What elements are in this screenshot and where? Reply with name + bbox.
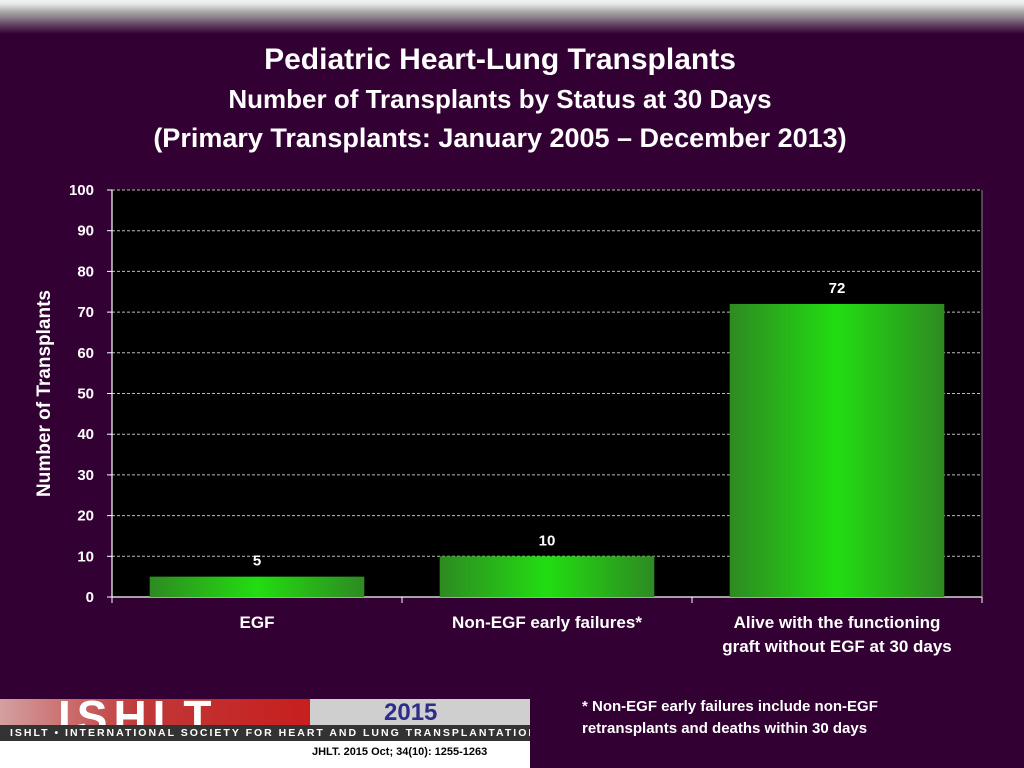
logo-citation: JHLT. 2015 Oct; 34(10): 1255-1263 — [312, 746, 488, 758]
bar — [439, 556, 655, 597]
y-tick-label: 20 — [77, 508, 94, 525]
y-tick-label: 70 — [77, 304, 94, 321]
y-tick-label: 90 — [77, 223, 94, 240]
x-category-label: EGF — [240, 613, 275, 632]
slide-subtitle: Number of Transplants by Status at 30 Da… — [228, 84, 772, 114]
ishlt-logo: ISHLT 2015 ISHLT • INTERNATIONAL SOCIETY… — [0, 694, 530, 768]
footnote-line-1: * Non-EGF early failures include non-EGF — [582, 698, 878, 715]
bar — [729, 303, 945, 597]
footnote-line-2: retransplants and deaths within 30 days — [582, 720, 868, 737]
data-label: 5 — [253, 553, 261, 570]
bar — [149, 576, 365, 597]
data-label: 72 — [829, 280, 846, 297]
x-category-label: Non-EGF early failures* — [452, 613, 642, 632]
logo-org-name: ISHLT • INTERNATIONAL SOCIETY FOR HEART … — [0, 725, 530, 741]
y-tick-label: 60 — [77, 345, 94, 362]
slide-title-block: Pediatric Heart-Lung Transplants Number … — [0, 40, 1000, 158]
y-tick-label: 80 — [77, 263, 94, 280]
slide-title: Pediatric Heart-Lung Transplants — [264, 43, 736, 76]
logo-year: 2015 — [384, 699, 438, 726]
slide-date-range: (Primary Transplants: January 2005 – Dec… — [153, 123, 847, 153]
y-tick-label: 100 — [69, 182, 94, 199]
y-tick-label: 30 — [77, 467, 94, 484]
data-label: 10 — [539, 532, 556, 549]
y-tick-label: 0 — [86, 589, 94, 606]
x-category-label: graft without EGF at 30 days — [722, 637, 952, 656]
y-tick-label: 40 — [77, 426, 94, 443]
y-tick-label: 50 — [77, 386, 94, 403]
top-decorative-stripes — [0, 0, 1024, 34]
footnote: * Non-EGF early failures include non-EGF… — [582, 696, 1002, 740]
y-axis-title: Number of Transplants — [34, 290, 55, 497]
x-category-label: Alive with the functioning — [734, 613, 941, 632]
y-tick-label: 10 — [77, 548, 94, 565]
bar-chart: 0 10 20 30 40 50 60 70 80 90 100 5 EGF 10 Non-EGF earl… — [34, 182, 983, 656]
